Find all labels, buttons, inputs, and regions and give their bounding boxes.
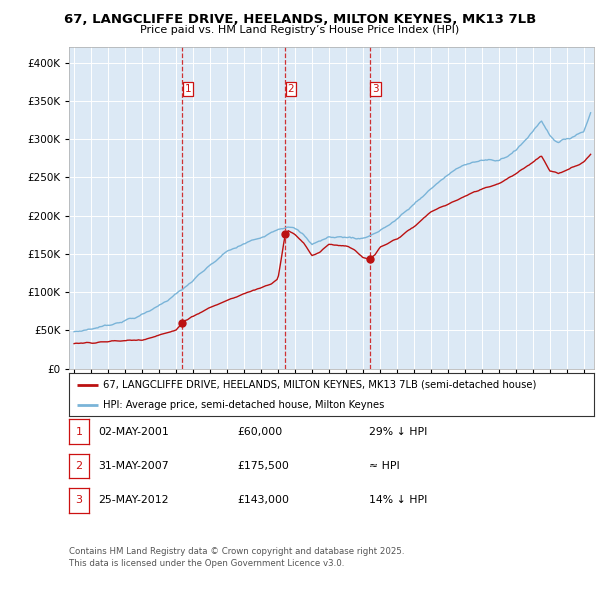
Text: ≈ HPI: ≈ HPI xyxy=(369,461,400,471)
Text: 3: 3 xyxy=(372,84,379,94)
Text: This data is licensed under the Open Government Licence v3.0.: This data is licensed under the Open Gov… xyxy=(69,559,344,568)
Text: 14% ↓ HPI: 14% ↓ HPI xyxy=(369,496,427,505)
Text: 29% ↓ HPI: 29% ↓ HPI xyxy=(369,427,427,437)
Text: HPI: Average price, semi-detached house, Milton Keynes: HPI: Average price, semi-detached house,… xyxy=(103,400,385,410)
Text: 2: 2 xyxy=(76,461,82,471)
Text: Price paid vs. HM Land Registry’s House Price Index (HPI): Price paid vs. HM Land Registry’s House … xyxy=(140,25,460,35)
Text: £60,000: £60,000 xyxy=(237,427,282,437)
Text: 31-MAY-2007: 31-MAY-2007 xyxy=(98,461,169,471)
Text: 67, LANGCLIFFE DRIVE, HEELANDS, MILTON KEYNES, MK13 7LB (semi-detached house): 67, LANGCLIFFE DRIVE, HEELANDS, MILTON K… xyxy=(103,379,536,389)
Text: £143,000: £143,000 xyxy=(237,496,289,505)
Text: 1: 1 xyxy=(185,84,191,94)
Text: 1: 1 xyxy=(76,427,82,437)
Text: 67, LANGCLIFFE DRIVE, HEELANDS, MILTON KEYNES, MK13 7LB: 67, LANGCLIFFE DRIVE, HEELANDS, MILTON K… xyxy=(64,13,536,26)
Text: £175,500: £175,500 xyxy=(237,461,289,471)
Text: Contains HM Land Registry data © Crown copyright and database right 2025.: Contains HM Land Registry data © Crown c… xyxy=(69,547,404,556)
Text: 3: 3 xyxy=(76,496,82,505)
Text: 2: 2 xyxy=(287,84,294,94)
Text: 02-MAY-2001: 02-MAY-2001 xyxy=(98,427,169,437)
Text: 25-MAY-2012: 25-MAY-2012 xyxy=(98,496,168,505)
